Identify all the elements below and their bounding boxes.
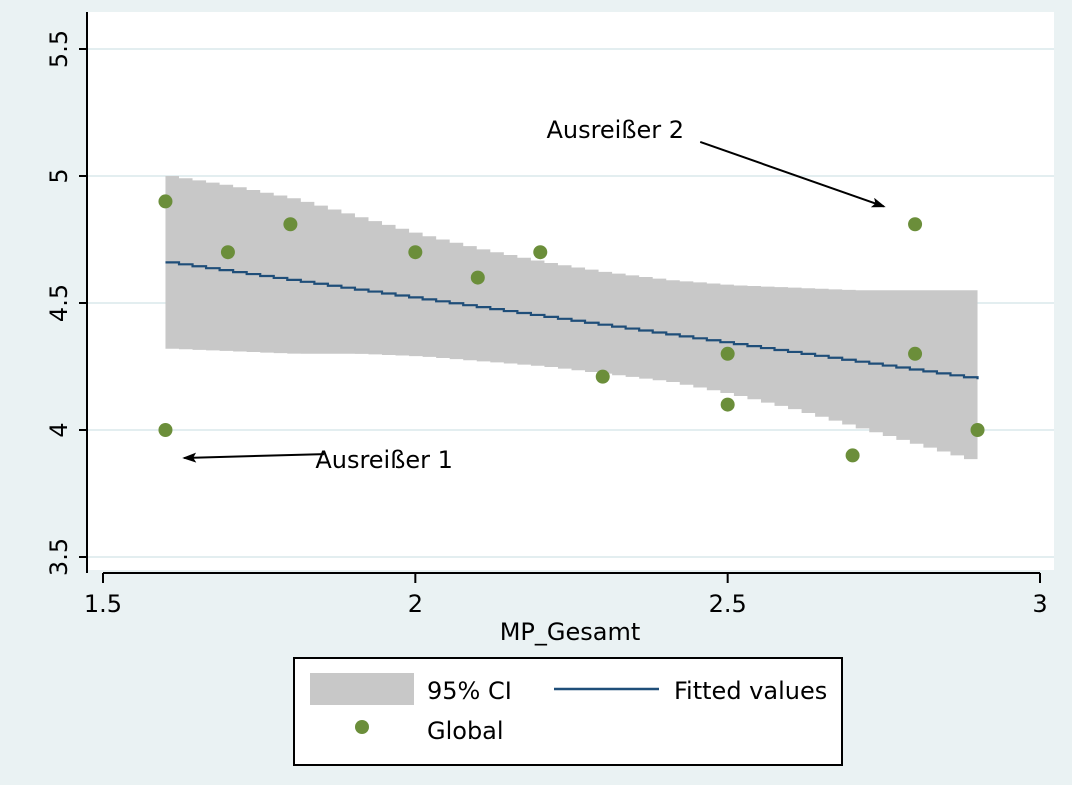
data-point <box>283 217 298 232</box>
x-tick-label: 3 <box>1032 590 1047 618</box>
legend-swatch-ci <box>310 673 414 705</box>
y-tick-label: 4.5 <box>45 284 73 322</box>
annotations: Ausreißer 1 Ausreißer 2 <box>182 116 886 474</box>
data-point <box>970 423 985 437</box>
legend-label-global: Global <box>427 717 504 745</box>
annotation-arrow <box>182 452 325 463</box>
fitted-line <box>165 261 979 380</box>
data-point <box>533 245 548 260</box>
legend: 95% CI Fitted values Global <box>293 657 843 766</box>
data-point <box>908 217 923 232</box>
data-point <box>470 270 485 285</box>
x-tick-label: 1.5 <box>84 590 122 618</box>
x-tick-label: 2.5 <box>709 590 747 618</box>
y-tick-label: 5 <box>45 168 73 183</box>
data-point <box>720 346 735 361</box>
legend-label-fitted: Fitted values <box>674 677 827 705</box>
y-tick-label: 4 <box>45 422 73 437</box>
data-point <box>158 194 173 209</box>
data-point <box>158 423 173 437</box>
annotation-label: Ausreißer 1 <box>315 446 453 474</box>
data-point <box>408 245 423 260</box>
y-tick-label: 5.5 <box>45 30 73 68</box>
axes: 3.5 4 4.5 5 5.5 1.5 2 2.5 3 <box>45 12 1048 618</box>
annotation-arrow <box>699 140 886 208</box>
x-tick-label: 2 <box>408 590 423 618</box>
y-tick-label: 3.5 <box>45 538 73 576</box>
annotation-label: Ausreißer 2 <box>546 116 684 144</box>
points-layer <box>158 194 985 463</box>
legend-swatch-global <box>355 720 369 734</box>
data-point <box>220 245 235 260</box>
data-point <box>595 369 610 384</box>
data-point <box>720 397 735 412</box>
x-axis-label: MP_Gesamt <box>500 618 641 646</box>
data-point <box>845 448 860 463</box>
data-point <box>908 346 923 361</box>
legend-label-ci: 95% CI <box>427 677 512 705</box>
fitted-line-layer <box>165 261 979 380</box>
